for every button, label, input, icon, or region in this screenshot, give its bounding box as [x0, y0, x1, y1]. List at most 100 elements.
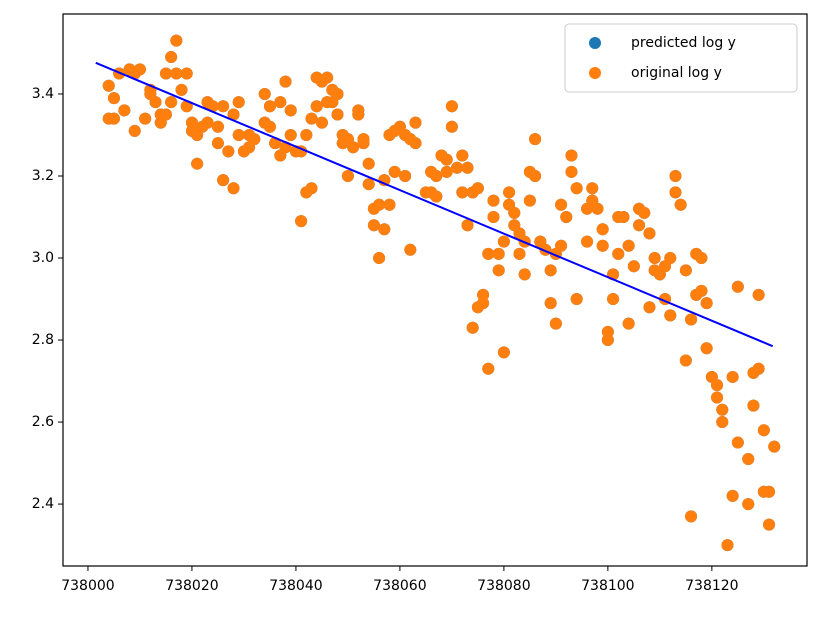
point [440, 165, 453, 178]
point [477, 288, 490, 301]
point [159, 67, 172, 80]
point [617, 211, 630, 224]
point [321, 71, 334, 84]
point [466, 321, 479, 334]
point [518, 268, 531, 281]
point [570, 293, 583, 306]
point [768, 440, 781, 453]
point [763, 518, 776, 531]
point [711, 379, 724, 392]
point [529, 169, 542, 182]
point [211, 137, 224, 150]
point [638, 206, 651, 219]
point [159, 108, 172, 121]
point [362, 157, 375, 170]
point [763, 485, 776, 498]
point [170, 67, 183, 80]
point [133, 63, 146, 76]
point [284, 104, 297, 117]
point [648, 252, 661, 265]
point [627, 260, 640, 273]
point [347, 141, 360, 154]
point [284, 128, 297, 141]
point [544, 264, 557, 277]
point [492, 264, 505, 277]
point [107, 112, 120, 125]
point [497, 346, 510, 359]
point [643, 227, 656, 240]
point [601, 325, 614, 338]
point [331, 87, 344, 100]
point [211, 120, 224, 133]
point [679, 264, 692, 277]
point [674, 198, 687, 211]
point [664, 309, 677, 322]
point [191, 157, 204, 170]
point [716, 416, 729, 429]
point [258, 87, 271, 100]
x-tick-label: 738120 [685, 578, 738, 594]
point [227, 182, 240, 195]
point [357, 137, 370, 150]
point [601, 334, 614, 347]
point [362, 178, 375, 191]
x-tick-label: 738080 [477, 578, 530, 594]
point [373, 198, 386, 211]
point [731, 436, 744, 449]
point [430, 169, 443, 182]
point [560, 211, 573, 224]
point [711, 391, 724, 404]
x-tick-label: 738040 [269, 578, 322, 594]
point [700, 342, 713, 355]
point [456, 149, 469, 162]
point [331, 108, 344, 121]
point [451, 161, 464, 174]
point [695, 252, 708, 265]
y-tick-label: 2.6 [32, 414, 54, 430]
y-tick-label: 3.0 [32, 250, 54, 266]
point [461, 219, 474, 232]
y-tick-label: 2.4 [32, 496, 54, 512]
point [305, 112, 318, 125]
point [607, 293, 620, 306]
point [409, 116, 422, 129]
legend-box [564, 23, 798, 93]
point [622, 317, 635, 330]
point [409, 137, 422, 150]
point [757, 424, 770, 437]
point [341, 169, 354, 182]
point [201, 116, 214, 129]
point [529, 133, 542, 146]
point [310, 100, 323, 113]
point [591, 202, 604, 215]
legend-marker [589, 37, 601, 49]
point [222, 145, 235, 158]
point [217, 100, 230, 113]
point [622, 239, 635, 252]
point [586, 182, 599, 195]
point [747, 399, 760, 412]
y-tick-label: 3.4 [32, 86, 54, 102]
point [523, 194, 536, 207]
point [482, 362, 495, 375]
point [581, 235, 594, 248]
point [232, 128, 245, 141]
point [549, 317, 562, 330]
x-tick-label: 738100 [581, 578, 634, 594]
x-tick-label: 738000 [61, 578, 114, 594]
point [596, 239, 609, 252]
point [742, 452, 755, 465]
point [232, 96, 245, 109]
point [139, 112, 152, 125]
point [492, 247, 505, 260]
point [752, 362, 765, 375]
point [497, 235, 510, 248]
point [430, 190, 443, 203]
point [388, 165, 401, 178]
point [180, 67, 193, 80]
point [716, 403, 729, 416]
point [165, 96, 178, 109]
point [685, 510, 698, 523]
point [102, 79, 115, 92]
point [612, 247, 625, 260]
